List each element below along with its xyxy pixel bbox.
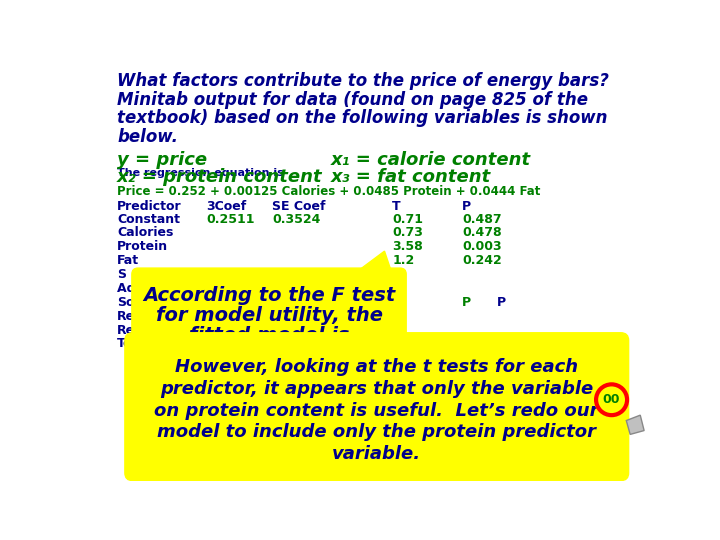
Text: What factors contribute to the price of energy bars?: What factors contribute to the price of … [117,72,609,91]
Text: Fat: Fat [117,254,139,267]
Text: Protein: Protein [117,240,168,253]
Text: However, looking at the t tests for each: However, looking at the t tests for each [175,359,578,376]
Text: The regression equation is: The regression equation is [117,168,284,178]
Text: Calories: Calories [117,226,174,240]
Text: 0.487: 0.487 [462,213,502,226]
Text: Source: Source [117,296,166,309]
Text: Price = 0.252 + 0.00125 Calories + 0.0485 Protein + 0.0444 Fat: Price = 0.252 + 0.00125 Calories + 0.048… [117,185,541,198]
Text: Regression: Regression [117,309,195,323]
Text: Minitab output for data (found on page 825 of the: Minitab output for data (found on page 8… [117,91,588,109]
Polygon shape [626,415,644,434]
Text: Constant: Constant [117,213,180,226]
Text: Adj R-sq: Adj R-sq [117,282,175,295]
Text: 3Coef: 3Coef [206,200,246,213]
Text: 0.2511: 0.2511 [206,213,255,226]
FancyBboxPatch shape [132,268,406,362]
Text: P: P [462,296,471,309]
Text: 0.71: 0.71 [392,213,423,226]
Text: Residual: Residual [117,323,177,336]
Text: T: T [392,200,401,213]
Text: Predictor: Predictor [117,200,181,213]
Text: x₂ = protein content: x₂ = protein content [117,168,323,186]
Text: 0.3524: 0.3524 [272,213,320,226]
Text: fitted model is: fitted model is [189,326,349,345]
Text: 0.478: 0.478 [462,226,502,240]
Text: predictor, it appears that only the variable: predictor, it appears that only the vari… [160,380,593,398]
Polygon shape [354,251,392,274]
Text: x₁ = calorie content: x₁ = calorie content [330,151,531,169]
Text: y = price: y = price [117,151,207,169]
Text: on protein content is useful.  Let’s redo our: on protein content is useful. Let’s redo… [155,402,599,420]
Text: S: S [117,268,126,281]
Text: for model utility, the: for model utility, the [156,306,382,325]
Text: variable.: variable. [332,444,421,463]
Text: P: P [497,296,506,309]
Text: 0.73: 0.73 [392,226,423,240]
Text: 0.003: 0.003 [462,240,502,253]
Text: below.: below. [117,128,178,146]
Text: P: P [462,200,471,213]
Text: SE Coef: SE Coef [272,200,325,213]
Text: 1.2: 1.2 [392,254,415,267]
Text: 00: 00 [603,393,621,406]
Text: x₃ = fat content: x₃ = fat content [330,168,490,186]
Text: According to the F test: According to the F test [143,286,395,305]
FancyBboxPatch shape [125,333,629,481]
Text: 0.242: 0.242 [462,254,502,267]
Text: 3.58: 3.58 [392,240,423,253]
Text: Total: Total [117,338,151,350]
Text: textbook) based on the following variables is shown: textbook) based on the following variabl… [117,110,608,127]
Text: model to include only the protein predictor: model to include only the protein predic… [157,423,596,441]
